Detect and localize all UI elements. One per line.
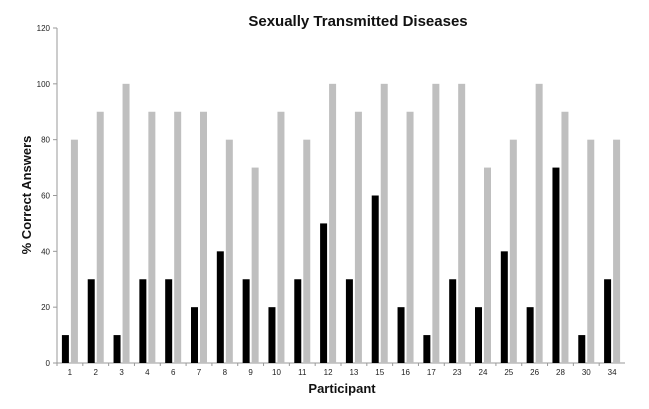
- chart-title: Sexually Transmitted Diseases: [248, 13, 467, 30]
- bar-series-1-participant-1: [61, 335, 69, 363]
- y-axis-label: % Correct Answers: [19, 136, 34, 255]
- bar-series-1-participant-28: [552, 167, 560, 363]
- bar-series-2-participant-9: [251, 167, 259, 363]
- bar-series-2-participant-3: [122, 83, 130, 363]
- x-tick-label: 6: [171, 368, 176, 377]
- bar-series-1-participant-17: [423, 335, 431, 363]
- x-tick-label: 4: [145, 368, 150, 377]
- bar-series-2-participant-28: [561, 111, 569, 363]
- x-tick-label: 9: [248, 368, 253, 377]
- x-tick-label: 17: [427, 368, 436, 377]
- x-tick-label: 24: [479, 368, 488, 377]
- bar-series-1-participant-8: [216, 251, 224, 363]
- y-tick-label: 40: [41, 247, 50, 256]
- x-tick-label: 11: [298, 368, 307, 377]
- bar-series-2-participant-15: [380, 83, 388, 363]
- bar-series-1-participant-30: [578, 335, 586, 363]
- bar-series-2-participant-2: [96, 111, 104, 363]
- y-tick-label: 80: [41, 136, 50, 145]
- x-tick-label: 25: [504, 368, 513, 377]
- bar-series-2-participant-12: [329, 83, 337, 363]
- y-tick-label: 0: [46, 359, 51, 368]
- bar-series-2-participant-17: [432, 83, 440, 363]
- y-tick-label: 120: [37, 24, 51, 33]
- x-tick-label: 1: [68, 368, 73, 377]
- bar-series-2-participant-11: [303, 139, 311, 363]
- x-tick-label: 23: [453, 368, 462, 377]
- bar-series-2-participant-24: [484, 167, 491, 363]
- bar-series-1-participant-34: [604, 279, 612, 363]
- x-tick-label: 15: [375, 368, 384, 377]
- bar-series-1-participant-16: [397, 307, 405, 363]
- bars: [61, 83, 621, 363]
- bar-series-1-participant-10: [268, 307, 276, 363]
- x-tick-label: 34: [608, 368, 617, 377]
- x-tick-label: 28: [556, 368, 565, 377]
- bar-series-1-participant-11: [294, 279, 302, 363]
- bar-series-2-participant-25: [509, 139, 517, 363]
- y-ticks: 0 20 40 60 80 100 120: [37, 24, 57, 368]
- bar-series-1-participant-15: [371, 195, 379, 363]
- x-tick-label: 13: [349, 368, 358, 377]
- bar-series-1-participant-9: [242, 279, 250, 363]
- bar-series-1-participant-4: [139, 279, 147, 363]
- x-tick-label: 3: [119, 368, 124, 377]
- bar-series-2-participant-30: [587, 139, 595, 363]
- bar-series-2-participant-26: [535, 83, 543, 363]
- bar-series-2-participant-4: [148, 111, 156, 363]
- x-tick-label: 12: [324, 368, 333, 377]
- bar-series-1-participant-7: [191, 307, 198, 363]
- bar-series-1-participant-6: [165, 279, 173, 363]
- x-tick-label: 8: [223, 368, 228, 377]
- bar-series-2-participant-6: [174, 111, 182, 363]
- x-tick-label: 30: [582, 368, 591, 377]
- bar-series-1-participant-3: [113, 335, 121, 363]
- x-tick-label: 26: [530, 368, 539, 377]
- bar-series-2-participant-34: [613, 139, 621, 363]
- bar-series-2-participant-10: [277, 111, 285, 363]
- bar-series-1-participant-13: [345, 279, 353, 363]
- bar-series-1-participant-26: [526, 307, 534, 363]
- bar-series-2-participant-16: [406, 111, 414, 363]
- bar-series-2-participant-13: [354, 111, 362, 363]
- x-ticks: 1 2 3 4 6 7 8 9 10 11 12 13 15 16 17 23 24 25 26 28 30 34: [56, 363, 617, 377]
- bar-series-2-participant-7: [200, 111, 207, 363]
- y-tick-label: 100: [37, 80, 51, 89]
- bar-series-1-participant-2: [87, 279, 95, 363]
- bar-series-1-participant-12: [320, 223, 328, 363]
- x-tick-label: 2: [94, 368, 99, 377]
- bar-series-2-participant-1: [70, 139, 78, 363]
- bar-series-1-participant-23: [449, 279, 457, 363]
- bar-series-2-participant-8: [225, 139, 233, 363]
- bar-series-1-participant-25: [500, 251, 508, 363]
- y-tick-label: 20: [41, 303, 50, 312]
- bar-series-2-participant-23: [458, 83, 466, 363]
- x-axis-label: Participant: [308, 381, 376, 396]
- x-tick-label: 7: [197, 368, 202, 377]
- y-tick-label: 60: [41, 192, 50, 201]
- x-tick-label: 16: [401, 368, 410, 377]
- x-tick-label: 10: [272, 368, 281, 377]
- bar-series-1-participant-24: [475, 307, 482, 363]
